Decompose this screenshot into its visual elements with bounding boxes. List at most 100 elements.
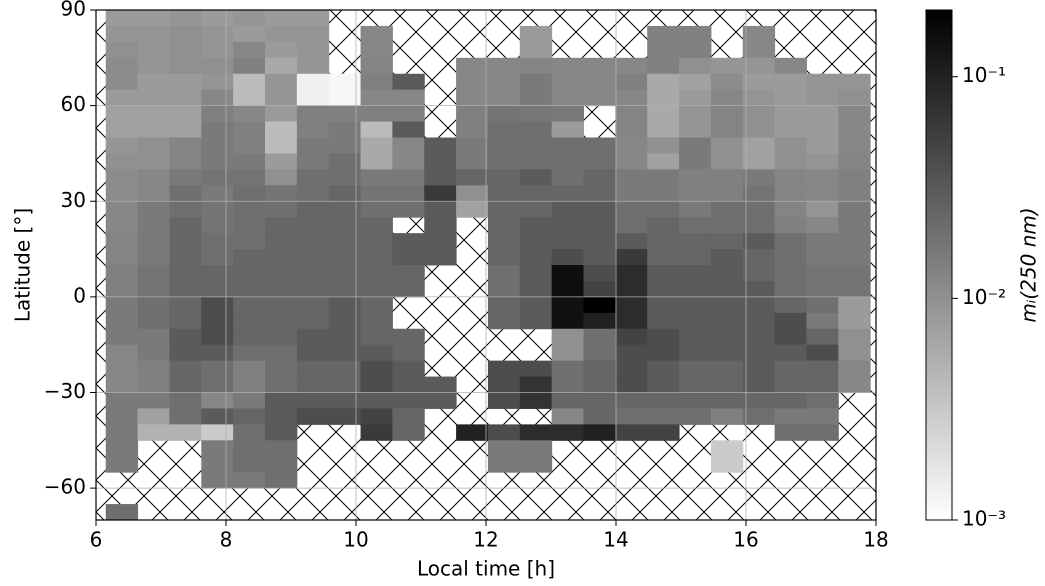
heat-cell xyxy=(296,121,330,138)
heat-cell xyxy=(201,280,234,298)
heat-cell xyxy=(360,121,393,138)
heat-cell xyxy=(169,25,202,43)
heat-cell xyxy=(233,201,266,218)
heat-cell xyxy=(679,360,712,378)
heat-cell xyxy=(615,344,648,362)
heat-cell xyxy=(487,121,521,138)
heat-cell xyxy=(742,344,776,362)
heat-cell xyxy=(137,344,170,362)
heat-cell xyxy=(233,408,266,425)
heat-cell xyxy=(774,312,807,330)
heat-cell xyxy=(233,424,266,441)
heat-cell xyxy=(137,153,170,170)
heat-cell xyxy=(169,153,202,170)
heat-cell xyxy=(806,233,839,250)
heat-cell xyxy=(456,153,489,170)
heat-cell xyxy=(265,392,298,409)
heat-cell xyxy=(551,89,584,107)
heat-cell xyxy=(774,280,807,298)
heat-cell xyxy=(838,169,871,186)
heat-cell xyxy=(233,89,266,107)
heat-cell xyxy=(105,153,139,170)
heat-cell xyxy=(742,169,776,186)
heat-cell xyxy=(169,105,202,123)
heat-cell xyxy=(137,41,170,59)
heat-cell xyxy=(105,344,139,362)
heat-cell xyxy=(551,280,584,298)
heat-cell xyxy=(487,296,521,314)
heat-cell xyxy=(742,137,776,154)
heat-cell xyxy=(487,233,521,250)
heat-cell xyxy=(105,73,139,91)
x-tick-label: 6 xyxy=(90,528,103,552)
heat-cell xyxy=(774,57,807,75)
heat-cell xyxy=(296,328,330,346)
heat-cell xyxy=(679,296,712,314)
heat-cell xyxy=(105,392,139,409)
heat-cell xyxy=(615,312,648,330)
heat-cell xyxy=(487,424,521,441)
heat-cell xyxy=(392,73,425,91)
heat-cell xyxy=(742,41,776,59)
heat-cell xyxy=(838,105,871,123)
heat-cell xyxy=(710,456,744,473)
heat-cell xyxy=(615,185,648,202)
heat-cell xyxy=(169,89,202,107)
heat-cell xyxy=(265,344,298,362)
heat-cell xyxy=(774,137,807,154)
heat-cell xyxy=(774,392,807,409)
heat-cell xyxy=(265,121,298,138)
heat-cell xyxy=(105,328,139,346)
heat-cell xyxy=(392,328,425,346)
heat-cell xyxy=(583,360,616,378)
heat-cell xyxy=(233,57,266,75)
heat-cell xyxy=(328,169,362,186)
heatmap-cells xyxy=(105,10,871,520)
heat-cell xyxy=(774,360,807,378)
heat-cell xyxy=(169,201,202,218)
heat-cell xyxy=(806,249,839,266)
heat-cell xyxy=(615,249,648,266)
heat-cell xyxy=(392,408,425,425)
heat-cell xyxy=(679,89,712,107)
heat-cell xyxy=(647,169,680,186)
heat-cell xyxy=(328,360,362,378)
heat-cell xyxy=(838,217,871,234)
heat-cell xyxy=(265,280,298,298)
heat-cell xyxy=(265,57,298,75)
heat-cell xyxy=(392,392,425,409)
heat-cell xyxy=(105,504,139,520)
heat-cell xyxy=(806,424,839,441)
heat-cell xyxy=(551,185,584,202)
heat-cell xyxy=(806,137,839,154)
heat-cell xyxy=(233,137,266,154)
heat-cell xyxy=(233,296,266,314)
heat-cell xyxy=(710,376,744,393)
heat-cell xyxy=(105,25,139,43)
heat-cell xyxy=(201,328,234,346)
heat-cell xyxy=(392,169,425,186)
heat-cell xyxy=(265,376,298,393)
heat-cell xyxy=(360,201,393,218)
heat-cell xyxy=(615,296,648,314)
heat-cell xyxy=(392,265,425,282)
heat-cell xyxy=(742,201,776,218)
heat-cell xyxy=(137,137,170,154)
heat-cell xyxy=(774,328,807,346)
heat-cell xyxy=(265,233,298,250)
heat-cell xyxy=(774,408,807,425)
heat-cell xyxy=(328,280,362,298)
heat-cell xyxy=(806,280,839,298)
heat-cell xyxy=(774,265,807,282)
heat-cell xyxy=(233,280,266,298)
heat-cell xyxy=(551,153,584,170)
heat-cell xyxy=(265,360,298,378)
heat-cell xyxy=(265,73,298,91)
heat-cell xyxy=(615,408,648,425)
heat-cell xyxy=(105,201,139,218)
heat-cell xyxy=(487,169,521,186)
heat-cell xyxy=(296,217,330,234)
heat-cell xyxy=(679,312,712,330)
heat-cell xyxy=(647,280,680,298)
